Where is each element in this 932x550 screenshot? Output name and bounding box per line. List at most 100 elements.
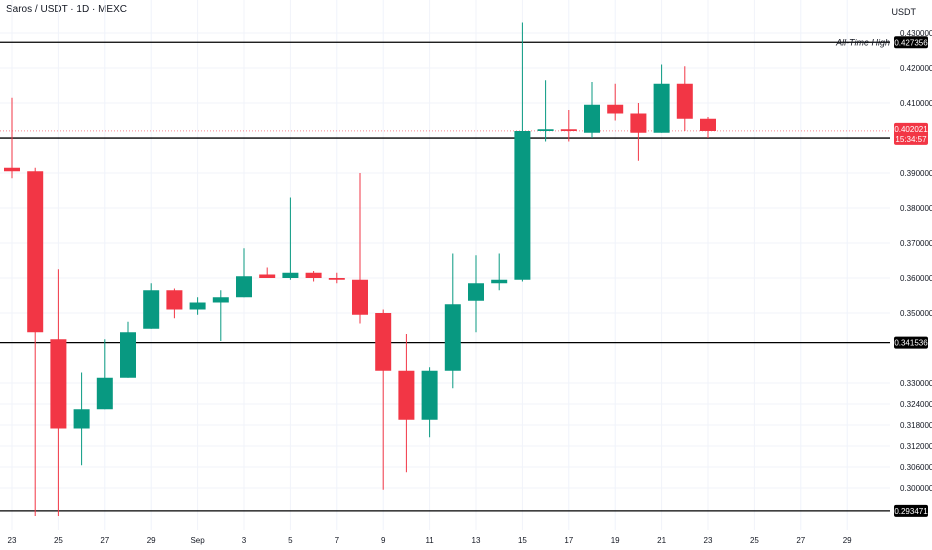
time-tick-label: 23 [704, 536, 713, 545]
candle-body [444, 304, 461, 371]
price-tick-label: 0.330000 [900, 379, 932, 388]
candle[interactable] [584, 82, 600, 138]
time-tick-label: 19 [611, 536, 620, 545]
candle[interactable] [328, 272, 345, 284]
candle[interactable] [514, 22, 531, 282]
candle[interactable] [189, 297, 206, 315]
candle[interactable] [676, 66, 693, 131]
price-tick-label: 0.306000 [900, 463, 932, 472]
price-tick-label: 0.318000 [900, 421, 932, 430]
symbol-interval: 1D [76, 4, 90, 15]
candle[interactable] [143, 283, 160, 329]
time-tick-label: 25 [54, 536, 63, 545]
candle-body [328, 278, 345, 280]
grid [0, 0, 890, 530]
level-price-text: 0.427356 [894, 38, 928, 47]
candle-body [143, 290, 160, 329]
candles [4, 22, 716, 516]
ath-annotation: All-Time High [835, 37, 890, 47]
price-tick-label: 0.350000 [900, 309, 932, 318]
candle[interactable] [491, 253, 508, 291]
time-axis: 23 25 27 29 Sep 3 5 7 9 11 13 15 17 19 21 23 25 27 29 [8, 536, 853, 545]
candle[interactable] [305, 271, 322, 282]
candle-body [630, 113, 647, 133]
time-tick-label: 25 [750, 536, 759, 545]
candle-body [676, 83, 693, 119]
candle[interactable] [259, 267, 276, 279]
candle-body [212, 297, 229, 303]
candle[interactable] [212, 290, 229, 341]
candle[interactable] [421, 367, 438, 438]
candle-body [421, 370, 438, 420]
currency-label: USDT [891, 7, 917, 17]
candle-body [607, 104, 624, 114]
candle-body [96, 377, 113, 410]
candle-body [375, 313, 392, 371]
candle[interactable] [50, 269, 67, 516]
candle-body [120, 332, 136, 378]
time-tick-label: 23 [8, 536, 17, 545]
candle-body [189, 302, 206, 310]
candle[interactable] [27, 167, 44, 516]
symbol-pair: USDT [40, 4, 68, 15]
candle[interactable] [653, 64, 670, 133]
candle[interactable] [73, 372, 90, 466]
candle-body [584, 104, 600, 133]
candle[interactable] [282, 197, 299, 280]
price-tick-label: 0.380000 [900, 204, 932, 213]
price-tick-label: 0.410000 [900, 99, 932, 108]
candle[interactable] [398, 334, 415, 473]
candle[interactable] [120, 321, 136, 378]
candle[interactable] [607, 83, 624, 121]
time-tick-label: Sep [190, 536, 205, 545]
candle[interactable] [236, 248, 252, 298]
time-tick-label: 13 [472, 536, 481, 545]
last-price-text: 0.402021 [894, 125, 928, 134]
candle-body [398, 370, 415, 420]
level-price-text: 0.293471 [894, 507, 928, 516]
candle[interactable] [537, 80, 554, 142]
candle[interactable] [560, 110, 577, 142]
time-tick-label: 29 [147, 536, 156, 545]
candle[interactable] [444, 253, 461, 389]
candle-body [305, 272, 322, 278]
price-tick-label: 0.312000 [900, 442, 932, 451]
candle[interactable] [96, 339, 113, 410]
candle[interactable] [375, 309, 392, 490]
candle[interactable] [468, 255, 484, 333]
symbol-exchange: MEXC [98, 4, 127, 15]
symbol-header: Saros / USDT · 1D · MEXC [6, 4, 127, 15]
candle-body [468, 283, 484, 301]
last-price-tag [894, 122, 928, 145]
candle-body [282, 272, 299, 278]
price-axis: 0.430000 0.420000 0.410000 0.390000 0.380000… [900, 29, 932, 493]
candle-body [27, 171, 44, 333]
candle[interactable] [166, 288, 183, 319]
time-tick-label: 11 [425, 536, 434, 545]
level-price-tag [894, 36, 928, 49]
price-labels: 0.4273560.3999770.3415360.2934710.402021… [894, 36, 928, 517]
level-price-text: 0.341536 [894, 339, 928, 348]
time-tick-label: 17 [564, 536, 573, 545]
horizontal-levels: All-Time High [0, 37, 890, 512]
countdown-text: 15:34:57 [895, 135, 927, 144]
time-tick-label: 7 [335, 536, 340, 545]
candle-body [4, 167, 20, 172]
level-price-tag [894, 504, 928, 517]
candle-body [700, 118, 716, 131]
candle[interactable] [630, 103, 647, 161]
time-tick-label: 27 [100, 536, 109, 545]
price-tick-label: 0.390000 [900, 169, 932, 178]
time-tick-label: 9 [381, 536, 386, 545]
time-tick-label: 3 [242, 536, 247, 545]
candle[interactable] [4, 97, 20, 179]
candle[interactable] [700, 117, 716, 138]
candle[interactable] [352, 173, 368, 324]
price-tick-label: 0.370000 [900, 239, 932, 248]
time-tick-label: 21 [657, 536, 666, 545]
candle-body [50, 339, 67, 429]
price-tick-label: 0.300000 [900, 484, 932, 493]
candle-body [236, 276, 252, 298]
